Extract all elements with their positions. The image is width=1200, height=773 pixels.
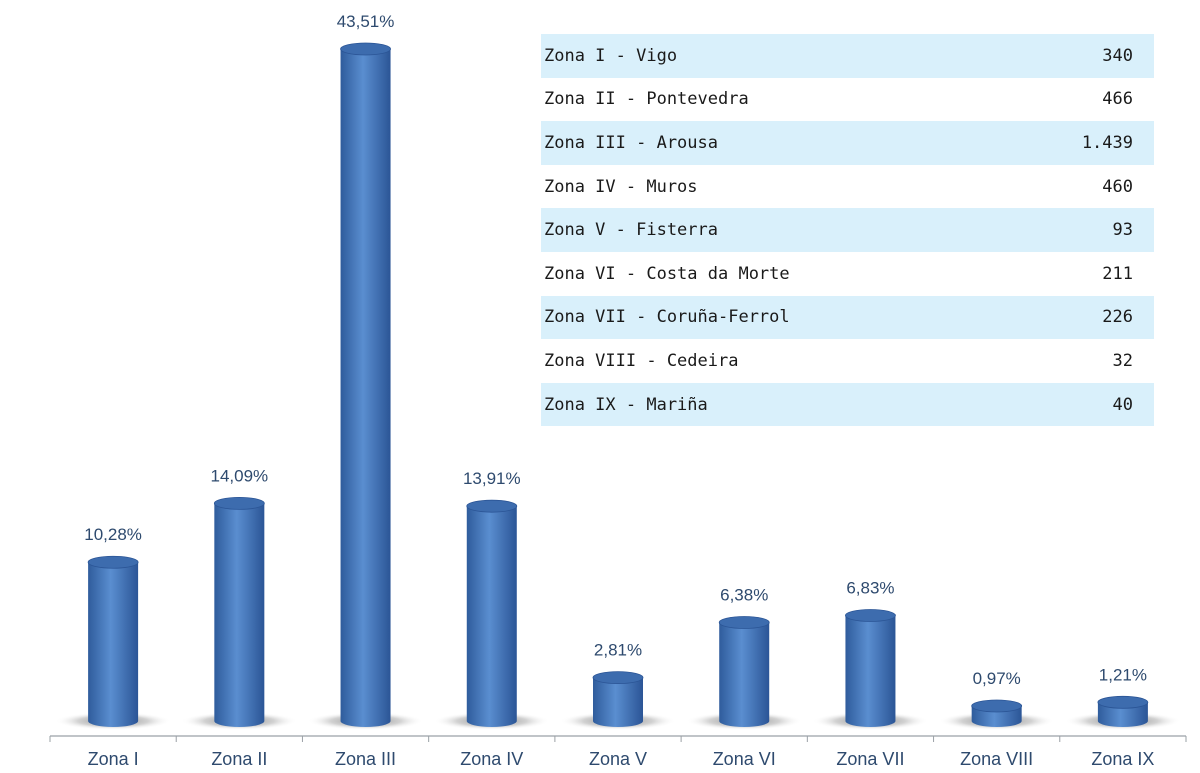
x-tick-label: Zona IV [460, 749, 523, 769]
table-row: Zona IX - Mariña 40 [541, 382, 1154, 427]
zone-value-cell: 460 [1102, 176, 1133, 197]
x-tick-label: Zona VIII [960, 749, 1033, 769]
bar [340, 42, 391, 727]
table-row: Zona III - Arousa 1.439 [541, 121, 1154, 165]
x-tick-label: Zona IX [1091, 749, 1154, 769]
table-row: Zona I - Vigo 340 [541, 34, 1154, 78]
zone-value-cell: 93 [1112, 220, 1133, 241]
zone-value-cell: 340 [1102, 45, 1133, 66]
zone-name-cell: Zona V - Fisterra [544, 220, 718, 241]
x-tick-label: Zona VI [713, 749, 776, 769]
bar-value-label: 13,91% [463, 469, 521, 488]
bar [845, 609, 896, 727]
bar [718, 616, 770, 727]
bar-value-label: 2,81% [594, 641, 642, 660]
x-tick-label: Zona II [211, 749, 267, 769]
zone-values-table: Zona I - Vigo 340 Zona II - Pontevedra 466 Z… [541, 34, 1154, 427]
bar-value-label: 43,51% [337, 12, 395, 31]
zone-name-cell: Zona VI - Costa da Morte [544, 263, 790, 284]
x-tick-label: Zona V [589, 749, 647, 769]
zone-value-cell: 32 [1112, 350, 1133, 371]
bar-value-label: 6,38% [720, 585, 768, 604]
zone-name-cell: Zona III - Arousa [544, 132, 718, 153]
zone-name-cell: Zona IX - Mariña [544, 394, 708, 415]
zone-value-cell: 226 [1102, 307, 1133, 328]
bar-value-label: 6,83% [846, 579, 894, 598]
bar-value-label: 1,21% [1099, 665, 1147, 684]
table-row: Zona VII - Coruña-Ferrol 226 [541, 295, 1154, 340]
zone-name-cell: Zona VII - Coruña-Ferrol [544, 307, 790, 328]
zone-value-cell: 40 [1112, 394, 1133, 415]
x-tick-label: Zona VII [836, 749, 904, 769]
table-row: Zona VI - Costa da Morte 211 [541, 251, 1154, 296]
bar-value-label: 0,97% [973, 669, 1021, 688]
table-row: Zona IV - Muros 460 [541, 164, 1154, 209]
zone-value-cell: 466 [1102, 89, 1133, 110]
x-tick-label: Zona I [88, 749, 139, 769]
bar [466, 499, 518, 727]
bar [87, 555, 139, 727]
bar [592, 671, 644, 727]
bar [1097, 695, 1149, 727]
zone-value-cell: 211 [1102, 263, 1133, 284]
x-tick-label: Zona III [335, 749, 396, 769]
bar-value-label: 14,09% [210, 466, 268, 485]
zone-name-cell: Zona VIII - Cedeira [544, 350, 739, 371]
zone-name-cell: Zona IV - Muros [544, 176, 698, 197]
table-row: Zona V - Fisterra 93 [541, 208, 1154, 252]
bar [213, 496, 265, 727]
zone-name-cell: Zona II - Pontevedra [544, 89, 749, 110]
bar [971, 699, 1023, 727]
bar-value-label: 10,28% [84, 525, 142, 544]
table-row: Zona VIII - Cedeira 32 [541, 339, 1154, 383]
zone-name-cell: Zona I - Vigo [544, 45, 678, 66]
zone-value-cell: 1.439 [1081, 132, 1133, 153]
table-row: Zona II - Pontevedra 466 [541, 77, 1154, 122]
